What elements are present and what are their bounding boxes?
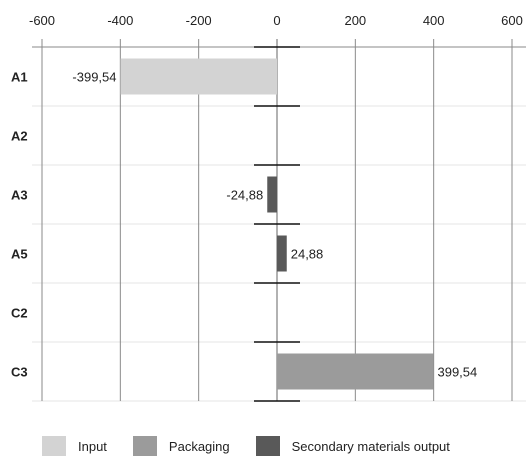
legend-swatch (255, 436, 280, 456)
data-label: 399,54 (437, 365, 477, 380)
legend: Input Packaging Secondary materials output (42, 436, 476, 456)
x-tick-label: 400 (423, 13, 445, 28)
legend-label: Packaging (168, 438, 230, 454)
category-label: A3 (11, 188, 28, 203)
category-label: C3 (11, 365, 28, 380)
data-label: -24,88 (226, 188, 263, 203)
legend-label: Secondary materials output (291, 438, 450, 454)
bar (120, 58, 278, 95)
legend-swatch (132, 436, 157, 456)
bar-chart: -600 -400 -200 0 200 400 600 A1 A2 A3 A5 C2 C3 -399… (11, 13, 526, 402)
legend-item: Secondary materials output (255, 436, 450, 456)
category-label: C2 (11, 306, 28, 321)
legend-swatch (42, 436, 66, 456)
x-tick-label: 600 (501, 13, 523, 28)
x-tick-label: 0 (273, 13, 280, 28)
bar (277, 235, 287, 272)
x-tick-label: 200 (344, 13, 366, 28)
category-label: A5 (11, 247, 28, 262)
grid-lines (32, 39, 526, 402)
x-axis-ticks: -600 -400 -200 0 200 400 600 (29, 13, 523, 28)
data-label: -399,54 (72, 70, 116, 85)
bar (267, 176, 277, 213)
category-labels: A1 A2 A3 A5 C2 C3 (11, 70, 28, 380)
legend-item: Packaging (132, 436, 230, 456)
legend-label: Input (78, 438, 107, 454)
legend-item: Input (42, 436, 107, 456)
data-labels: -399,54 399,54 -24,88 24,88 (72, 70, 477, 380)
bars (120, 58, 434, 390)
x-tick-label: -400 (107, 13, 133, 28)
data-label: 24,88 (291, 247, 324, 262)
x-tick-label: -600 (29, 13, 55, 28)
category-label: A1 (11, 70, 28, 85)
x-tick-label: -200 (186, 13, 212, 28)
bar (277, 353, 434, 390)
category-label: A2 (11, 129, 28, 144)
